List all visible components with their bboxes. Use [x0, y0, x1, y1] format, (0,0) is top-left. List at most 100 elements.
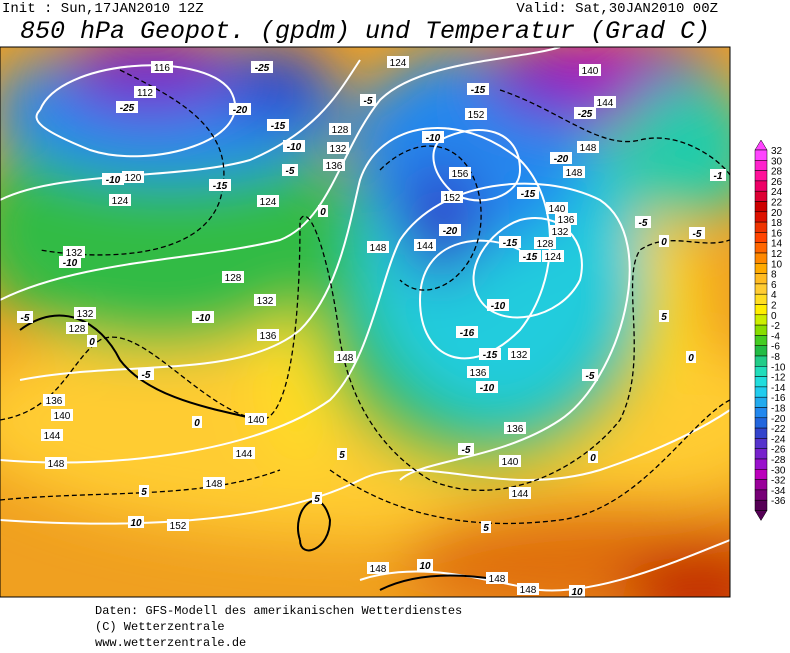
colorbar-label: 8: [771, 270, 777, 281]
label-box: [254, 294, 276, 306]
label-box: [414, 239, 436, 251]
label-box: [257, 195, 279, 207]
colorbar-label: 12: [771, 249, 783, 260]
colorbar-label: 2: [771, 301, 777, 312]
label-box: [417, 559, 433, 571]
label-box: [387, 56, 409, 68]
geopotential-label: 124: [390, 58, 407, 69]
colorbar-cell: [754, 376, 768, 388]
label-box: [43, 394, 65, 406]
colorbar-label: 18: [771, 218, 783, 229]
geopotential-label: 128: [69, 324, 86, 335]
label-box: [282, 164, 298, 176]
label-box: [517, 187, 539, 199]
temperature-label: -15: [523, 252, 538, 263]
label-box: [588, 451, 598, 463]
geopotential-label: 136: [507, 424, 524, 435]
label-box: [192, 311, 214, 323]
label-box: [209, 179, 231, 191]
temperature-label: -5: [286, 166, 295, 177]
colorbar-cell: [754, 396, 768, 408]
geopotential-label: 136: [558, 215, 575, 226]
colorbar-top-arrow: [754, 139, 768, 151]
label-box: [546, 202, 568, 214]
label-box: [635, 216, 651, 228]
geopotential-label: 144: [597, 98, 614, 109]
colorbar-cell: [754, 232, 768, 243]
colorbar-label: 0: [771, 311, 777, 322]
temperature-label: -10: [106, 175, 121, 186]
colorbar-label: 16: [771, 228, 783, 239]
colorbar-label: -34: [771, 486, 786, 497]
temperature-label: -5: [693, 229, 702, 240]
label-box: [422, 131, 444, 143]
temperature-label: 10: [130, 518, 142, 529]
label-box: [109, 194, 131, 206]
colorbar-cell: [754, 170, 768, 182]
label-box: [517, 583, 539, 595]
temperature-label: 0: [590, 453, 596, 464]
temperature-label: -15: [483, 350, 498, 361]
geopotential-label: 148: [370, 243, 387, 254]
temperature-label: -15: [471, 85, 486, 96]
label-box: [487, 299, 509, 311]
colorbar-label: 14: [771, 239, 783, 250]
label-box: [542, 250, 564, 262]
colorbar: 32302826242220181614121086420-2-4-6-8-10…: [754, 139, 786, 521]
footer-line: Daten: GFS-Modell des amerikanischen Wet…: [95, 604, 462, 618]
label-box: [267, 119, 289, 131]
temperature-label: 5: [661, 312, 667, 323]
geopotential-label: 116: [154, 63, 170, 74]
temperature-label: -10: [63, 258, 78, 269]
temperature-label: -15: [521, 189, 536, 200]
temperature-label: -10: [287, 142, 302, 153]
colorbar-cell: [754, 180, 768, 192]
footer-line: (C) Wetterzentrale: [95, 620, 225, 634]
geopotential-label: 132: [330, 144, 347, 155]
label-box: [534, 237, 556, 249]
label-box: [334, 351, 356, 363]
colorbar-label: 22: [771, 198, 783, 209]
geopotential-label: 136: [46, 396, 63, 407]
colorbar-label: -32: [771, 476, 786, 487]
temperature-label: -10: [196, 313, 211, 324]
label-box: [87, 335, 97, 347]
colorbar-label: -24: [771, 434, 786, 445]
geopotential-label: 140: [582, 66, 599, 77]
temperature-label: -16: [460, 328, 475, 339]
colorbar-label: -28: [771, 455, 786, 466]
label-box: [222, 271, 244, 283]
temperature-label: 10: [571, 587, 583, 598]
label-box: [367, 241, 389, 253]
label-box: [710, 169, 726, 181]
map-title: 850 hPa Geopot. (gpdm) und Temperatur (G…: [20, 17, 710, 46]
colorbar-label: 10: [771, 259, 783, 270]
colorbar-cell: [754, 201, 768, 213]
geopotential-label: 140: [502, 457, 519, 468]
colorbar-label: -30: [771, 465, 786, 476]
colorbar-cell: [754, 190, 768, 202]
temperature-label: 0: [89, 337, 95, 348]
colorbar-cell: [754, 273, 768, 285]
colorbar-label: 32: [771, 146, 783, 157]
label-box: [659, 235, 669, 247]
temperature-label: -5: [142, 370, 151, 381]
colorbar-label: 26: [771, 177, 783, 188]
temperature-label: -20: [554, 154, 569, 165]
colorbar-cell: [754, 304, 768, 316]
geopotential-label: 112: [137, 88, 153, 99]
label-box: [686, 351, 696, 363]
geopotential-label: 152: [444, 193, 461, 204]
temperature-label: -25: [578, 109, 593, 120]
colorbar-cell: [754, 263, 768, 274]
label-box: [579, 64, 601, 76]
geopotential-label: 128: [537, 239, 554, 250]
colorbar-label: -20: [771, 414, 786, 425]
label-box: [17, 311, 33, 323]
footer-line: www.wetterzentrale.de: [95, 636, 246, 648]
temperature-label: -5: [639, 218, 648, 229]
geopotential-label: 140: [54, 411, 71, 422]
label-box: [59, 256, 81, 268]
geopotential-label: 124: [112, 196, 129, 207]
